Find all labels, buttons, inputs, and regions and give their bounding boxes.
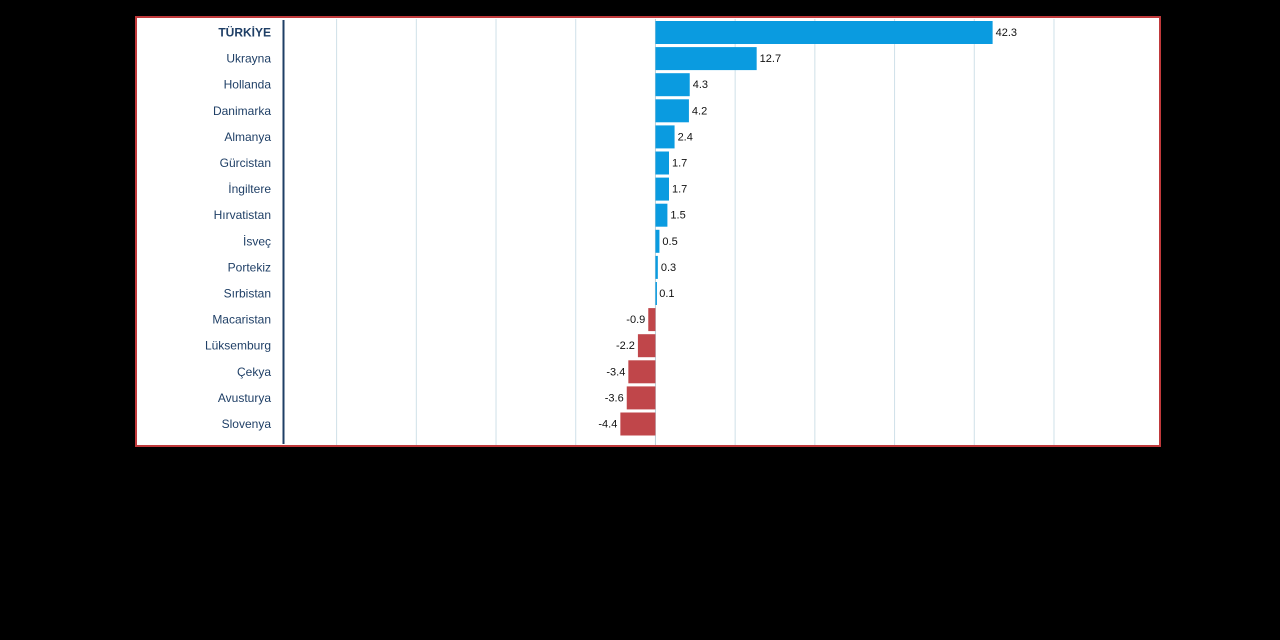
value-label-11: -0.9 (626, 314, 645, 326)
value-label-7: 1.5 (670, 210, 685, 222)
value-label-10: 0.1 (659, 288, 674, 300)
bar-11 (648, 308, 656, 332)
bar-12 (637, 334, 656, 358)
value-label-14: -3.6 (605, 392, 624, 404)
category-label-4: Almanya (224, 130, 271, 144)
category-label-10: Sırbistan (224, 287, 271, 301)
bar-14 (626, 386, 656, 410)
bar-1 (655, 47, 757, 71)
bar-0 (655, 21, 993, 44)
value-label-4: 2.4 (678, 131, 693, 143)
value-labels: 42.3 12.7 4.3 4.2 2.4 1.7 1.7 1.5 0.5 0.3 0.1 -0.9 -… (598, 27, 1017, 431)
category-label-5: Gürcistan (220, 156, 271, 170)
category-labels: TÜRKİYE Ukrayna Hollanda Danimarka Almanya Gü… (205, 25, 271, 432)
category-label-13: Çekya (237, 365, 271, 379)
value-label-3: 4.2 (692, 105, 707, 117)
bar-3 (655, 99, 689, 123)
value-label-0: 42.3 (996, 27, 1017, 39)
category-label-11: Macaristan (212, 313, 271, 327)
category-label-14: Avusturya (218, 391, 271, 405)
value-label-5: 1.7 (672, 158, 687, 170)
bar-8 (655, 229, 660, 253)
bar-15 (620, 412, 656, 436)
category-label-3: Danimarka (213, 104, 271, 118)
value-label-6: 1.7 (672, 184, 687, 196)
bar-7 (655, 203, 668, 227)
category-label-12: Lüksemburg (205, 339, 271, 353)
value-label-13: -3.4 (606, 366, 625, 378)
value-label-8: 0.5 (662, 236, 677, 248)
bar-9 (655, 255, 658, 279)
value-label-2: 4.3 (693, 79, 708, 91)
category-label-15: Slovenya (222, 417, 272, 431)
value-label-15: -4.4 (598, 419, 617, 431)
bar-6 (655, 177, 669, 201)
category-label-7: Hırvatistan (214, 208, 271, 222)
value-label-9: 0.3 (661, 262, 676, 274)
category-label-2: Hollanda (224, 78, 272, 92)
category-label-6: İngiltere (228, 182, 271, 196)
bar-10 (655, 282, 657, 305)
bar-5 (655, 151, 669, 175)
category-label-9: Portekiz (228, 260, 271, 274)
bar-13 (628, 360, 656, 384)
value-label-1: 12.7 (760, 53, 781, 65)
category-label-8: İsveç (243, 234, 271, 248)
category-label-0: TÜRKİYE (218, 25, 271, 40)
value-label-12: -2.2 (616, 340, 635, 352)
bar-2 (655, 73, 690, 97)
category-label-1: Ukrayna (226, 52, 271, 66)
bar-4 (655, 125, 675, 149)
bars (620, 21, 993, 436)
